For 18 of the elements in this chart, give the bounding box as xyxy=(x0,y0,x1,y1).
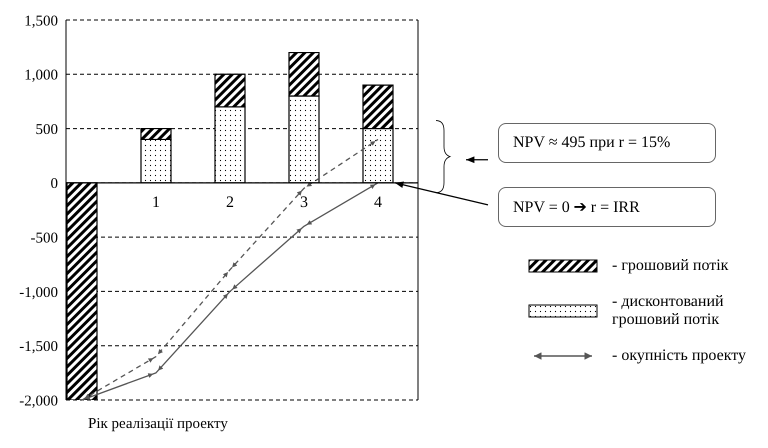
text: NPV = 0 ➔ r = IRR xyxy=(498,186,716,227)
x-tick-label: 4 xyxy=(374,194,382,211)
text: NPV ≈ 495 при r = 15% xyxy=(498,122,716,163)
legend-label: - дисконтований грошовий потік xyxy=(612,293,725,330)
x-tick-label: 3 xyxy=(300,194,308,211)
legend-label: - грошовий потік xyxy=(612,257,730,276)
y-tick-label: -1,000 xyxy=(19,284,58,301)
x-tick-label: 2 xyxy=(226,194,234,211)
y-tick-label: 0 xyxy=(50,176,58,192)
y-tick-label: -1,500 xyxy=(19,339,58,356)
y-tick-label: 1,500 xyxy=(24,13,58,30)
y-tick-label: -500 xyxy=(30,230,58,246)
y-tick-label: -2,000 xyxy=(19,393,58,410)
y-tick-label: 500 xyxy=(36,122,58,138)
y-tick-label: 1,000 xyxy=(24,68,58,84)
x-tick-label: 1 xyxy=(152,194,160,211)
x-axis-title: Рік реалізації проекту xyxy=(88,416,228,433)
legend-label: - окупність проекту xyxy=(612,347,748,366)
